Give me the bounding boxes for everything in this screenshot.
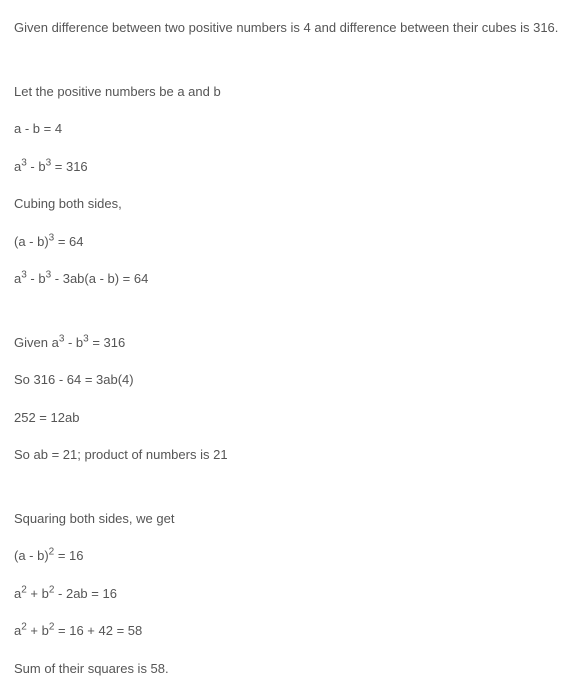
eq-cube-identity: a3 - b3 - 3ab(a - b) = 64	[14, 269, 570, 289]
text: - 3ab(a - b) = 64	[51, 271, 148, 286]
given-cubes: Given a3 - b3 = 316	[14, 333, 570, 353]
let-statement: Let the positive numbers be a and b	[14, 82, 570, 102]
final-result: Sum of their squares is 58.	[14, 659, 570, 678]
text: - b	[64, 335, 83, 350]
product-result: So ab = 21; product of numbers is 21	[14, 445, 570, 465]
text: - 2ab = 16	[54, 586, 117, 601]
text: = 64	[54, 234, 83, 249]
cubing-statement: Cubing both sides,	[14, 194, 570, 214]
given-statement: Given difference between two positive nu…	[14, 18, 570, 38]
text: = 16	[54, 548, 83, 563]
eq-square-identity: a2 + b2 - 2ab = 16	[14, 584, 570, 604]
text: - b	[27, 159, 46, 174]
text: + b	[27, 623, 49, 638]
text: (a - b)	[14, 548, 49, 563]
squaring-statement: Squaring both sides, we get	[14, 509, 570, 529]
eq-sum-squares: a2 + b2 = 16 + 42 = 58	[14, 621, 570, 641]
eq-cubes-diff: a3 - b3 = 316	[14, 157, 570, 177]
text: (a - b)	[14, 234, 49, 249]
text: + b	[27, 586, 49, 601]
eq-substitute: So 316 - 64 = 3ab(4)	[14, 370, 570, 390]
text: Given a	[14, 335, 59, 350]
text: = 316	[89, 335, 126, 350]
eq-simplify: 252 = 12ab	[14, 408, 570, 428]
eq-square-expand: (a - b)2 = 16	[14, 546, 570, 566]
eq-cube-expand: (a - b)3 = 64	[14, 232, 570, 252]
text: - b	[27, 271, 46, 286]
text: = 16 + 42 = 58	[54, 623, 142, 638]
text: = 316	[51, 159, 88, 174]
eq-a-minus-b: a - b = 4	[14, 119, 570, 139]
